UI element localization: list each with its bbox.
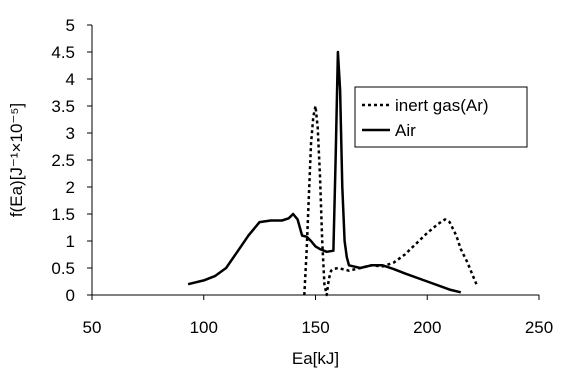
- y-tick-label: 5: [66, 16, 75, 35]
- y-tick-label: 2.5: [51, 151, 75, 170]
- y-tick-labels: 0 0.5 1 1.5 2 2.5 3 3.5 4 4.5 5: [51, 16, 92, 305]
- plot-area: 0 0.5 1 1.5 2 2.5 3 3.5 4 4.5 5 50 100 150 200 250: [51, 16, 553, 337]
- legend: inert gas(Ar) Air: [354, 86, 528, 148]
- x-tick-label: 50: [83, 318, 102, 337]
- y-axis-title: f(Ea)[J⁻¹×10⁻⁵]: [7, 103, 26, 217]
- y-tick-label: 3.5: [51, 97, 75, 116]
- y-tick-label: 3: [66, 124, 75, 143]
- y-tick-label: 0: [66, 286, 75, 305]
- x-tick-labels: 50 100 150 200 250: [83, 295, 553, 337]
- y-tick-label: 4.5: [51, 43, 75, 62]
- x-tick-label: 250: [525, 318, 553, 337]
- x-tick-label: 150: [301, 318, 329, 337]
- x-tick-label: 200: [413, 318, 441, 337]
- y-tick-label: 4: [66, 70, 75, 89]
- legend-label-air: Air: [395, 121, 416, 140]
- x-axis-title: Ea[kJ]: [292, 349, 339, 368]
- y-tick-label: 1: [66, 232, 75, 251]
- series-layer: [187, 50, 478, 297]
- series-line-air: [187, 50, 462, 294]
- x-tick-label: 100: [190, 318, 218, 337]
- y-tick-label: 1.5: [51, 205, 75, 224]
- legend-label-inert-gas: inert gas(Ar): [395, 96, 489, 115]
- y-tick-label: 0.5: [51, 259, 75, 278]
- series-line-inert-gas: [303, 104, 478, 297]
- legend-box: [354, 86, 528, 148]
- y-tick-label: 2: [66, 178, 75, 197]
